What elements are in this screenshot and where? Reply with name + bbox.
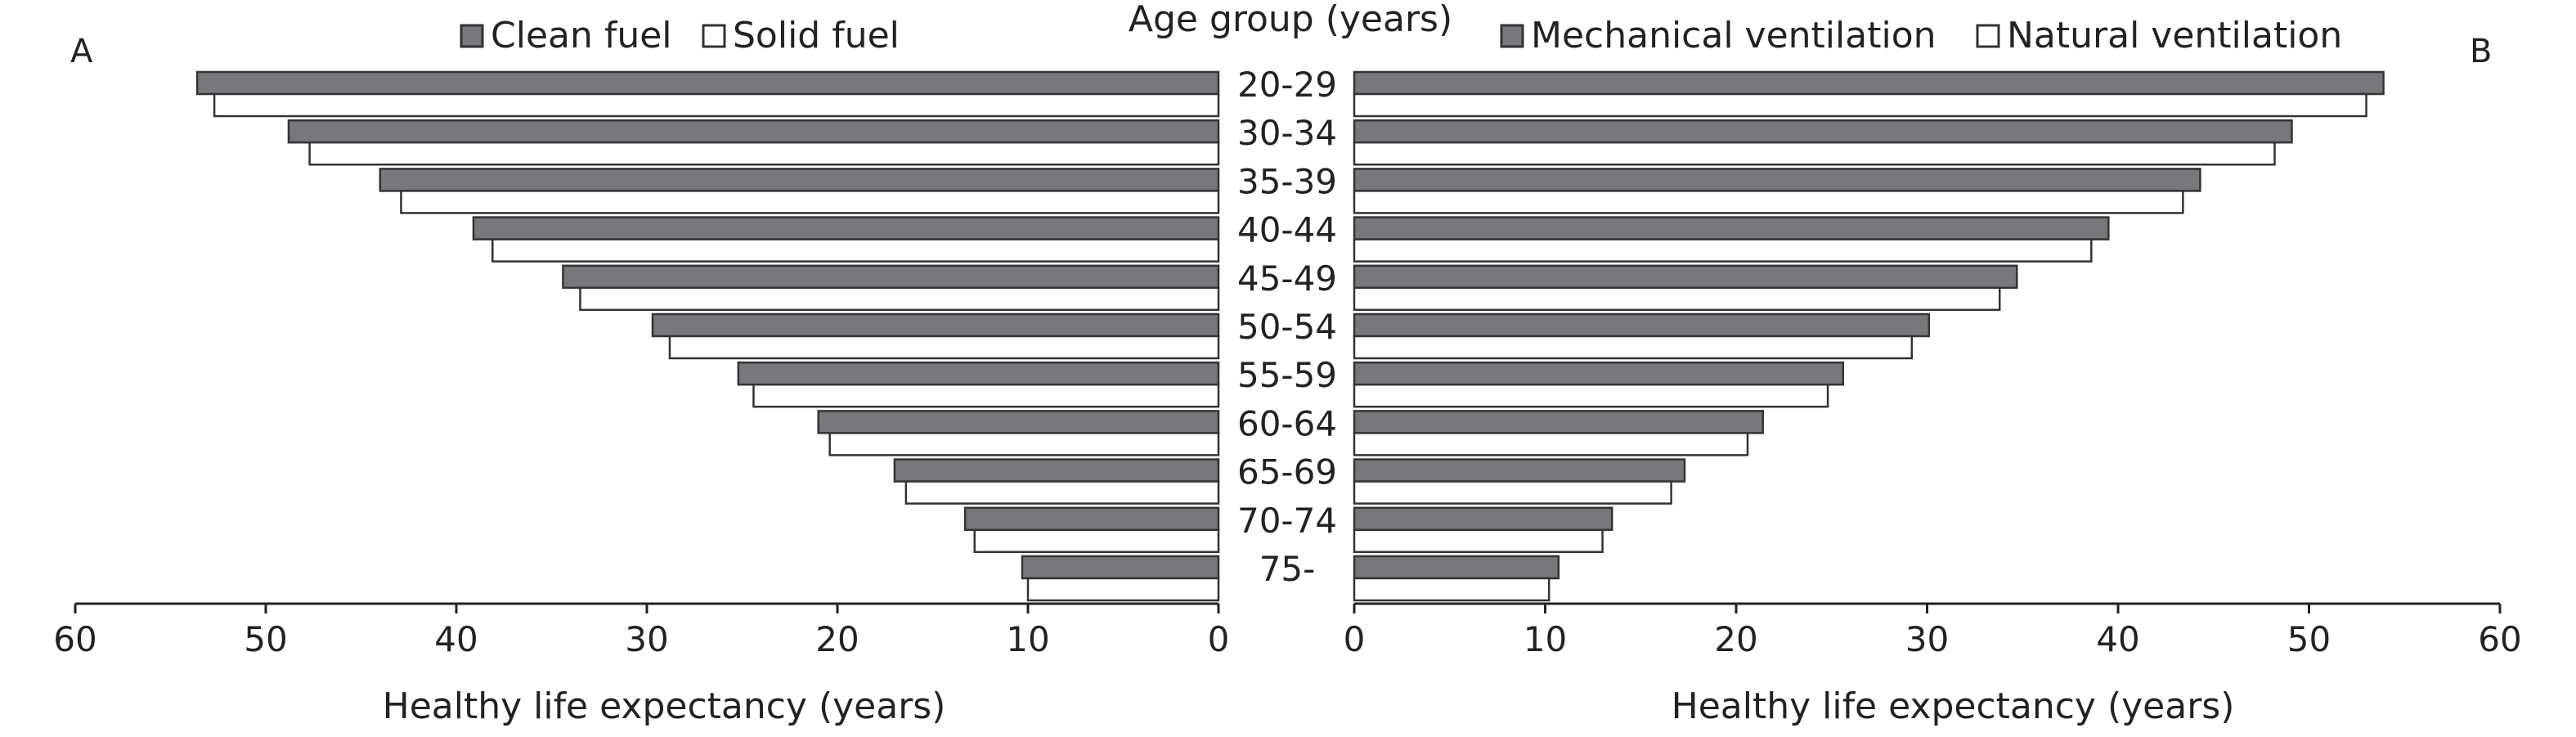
category-label: 30-34 (1237, 113, 1337, 153)
x-axis-title-b: Healthy life expectancy (years) (1672, 685, 2235, 727)
bar-mechanical-ventilation (1353, 555, 1560, 580)
bar-solid-fuel (213, 92, 1220, 118)
bar-clean-fuel (195, 70, 1220, 96)
bar-natural-ventilation (1353, 286, 2001, 312)
legend-clean-fuel-swatch (460, 24, 484, 48)
x-tick-label-b: 0 (1344, 619, 1366, 659)
bar-solid-fuel (1026, 577, 1220, 602)
category-label: 55-59 (1237, 355, 1337, 395)
bar-solid-fuel (828, 432, 1220, 456)
panel-label-a: A (70, 33, 93, 70)
bar-clean-fuel (562, 264, 1220, 290)
x-tick-label-b: 60 (2478, 619, 2521, 659)
legend-mechanical-ventilation-swatch (1500, 24, 1524, 48)
category-label: 70-74 (1237, 501, 1337, 541)
legend-mechanical-ventilation-label: Mechanical ventilation (1531, 15, 1936, 56)
bar-solid-fuel (904, 480, 1220, 505)
legend-natural-ventilation-swatch (1976, 24, 2000, 48)
bar-mechanical-ventilation (1353, 410, 1764, 434)
bar-clean-fuel (287, 119, 1220, 144)
x-tick-label-b: 50 (2287, 619, 2331, 659)
bar-clean-fuel (893, 458, 1220, 483)
category-label: 20-29 (1237, 65, 1337, 105)
x-tick-label-b: 40 (2096, 619, 2139, 659)
category-label: 40-44 (1237, 210, 1337, 250)
panel-label-b: B (2470, 33, 2492, 70)
bar-natural-ventilation (1353, 577, 1551, 602)
bar-clean-fuel (963, 506, 1220, 532)
bar-natural-ventilation (1353, 92, 2367, 118)
bar-natural-ventilation (1353, 383, 1829, 408)
bar-natural-ventilation (1353, 432, 1749, 456)
bar-mechanical-ventilation (1353, 119, 2293, 144)
bar-natural-ventilation (1353, 480, 1672, 505)
bar-mechanical-ventilation (1353, 264, 2018, 290)
legend-natural-ventilation-label: Natural ventilation (2007, 15, 2342, 56)
bar-solid-fuel (668, 335, 1220, 360)
bar-clean-fuel (651, 312, 1220, 338)
bar-mechanical-ventilation (1353, 168, 2201, 192)
bar-clean-fuel (1021, 555, 1220, 580)
bar-solid-fuel (308, 141, 1220, 166)
bar-mechanical-ventilation (1353, 312, 1931, 338)
bar-clean-fuel (379, 168, 1220, 192)
legend-solid-fuel-swatch (702, 24, 726, 48)
bar-mechanical-ventilation (1353, 506, 1613, 532)
center-axis-title: Age group (years) (1129, 0, 1452, 40)
x-tick-label-a: 60 (53, 619, 96, 659)
bar-natural-ventilation (1353, 528, 1604, 554)
bar-natural-ventilation (1353, 141, 2276, 166)
bar-mechanical-ventilation (1353, 70, 2385, 96)
bar-natural-ventilation (1353, 238, 2093, 263)
category-label: 50-54 (1237, 307, 1337, 347)
category-label: 45-49 (1237, 258, 1337, 299)
x-tick-label-b: 10 (1524, 619, 1567, 659)
x-tick-label-b: 30 (1905, 619, 1949, 659)
bar-solid-fuel (579, 286, 1220, 312)
x-tick-label-a: 50 (244, 619, 287, 659)
legend-solid-fuel-label: Solid fuel (733, 15, 900, 56)
bar-mechanical-ventilation (1353, 216, 2110, 240)
category-label: 35-39 (1237, 161, 1337, 201)
bar-clean-fuel (472, 216, 1220, 240)
category-label: 65-69 (1237, 452, 1337, 492)
x-tick-label-a: 10 (1006, 619, 1049, 659)
bar-solid-fuel (752, 383, 1220, 408)
bar-clean-fuel (817, 410, 1220, 434)
bar-solid-fuel (973, 528, 1220, 554)
x-tick-label-b: 20 (1714, 619, 1757, 659)
category-label: 75- (1259, 549, 1316, 589)
x-tick-label-a: 30 (625, 619, 668, 659)
bar-natural-ventilation (1353, 335, 1914, 360)
x-tick-label-a: 20 (815, 619, 859, 659)
chart-marks: 60 50 40 30 20 10 0 0 10 20 30 40 50 60 20-29 30-34 35-3… (53, 15, 2521, 659)
bar-clean-fuel (737, 361, 1220, 386)
bar-solid-fuel (491, 238, 1220, 263)
bar-mechanical-ventilation (1353, 458, 1686, 483)
x-tick-label-a: 0 (1208, 619, 1230, 659)
bar-solid-fuel (400, 190, 1220, 214)
bar-mechanical-ventilation (1353, 361, 1845, 386)
category-label: 60-64 (1237, 403, 1337, 443)
x-axis-title-a: Healthy life expectancy (years) (383, 685, 946, 727)
legend-clean-fuel-label: Clean fuel (491, 15, 672, 56)
x-tick-label-a: 40 (434, 619, 478, 659)
bar-natural-ventilation (1353, 190, 2184, 214)
